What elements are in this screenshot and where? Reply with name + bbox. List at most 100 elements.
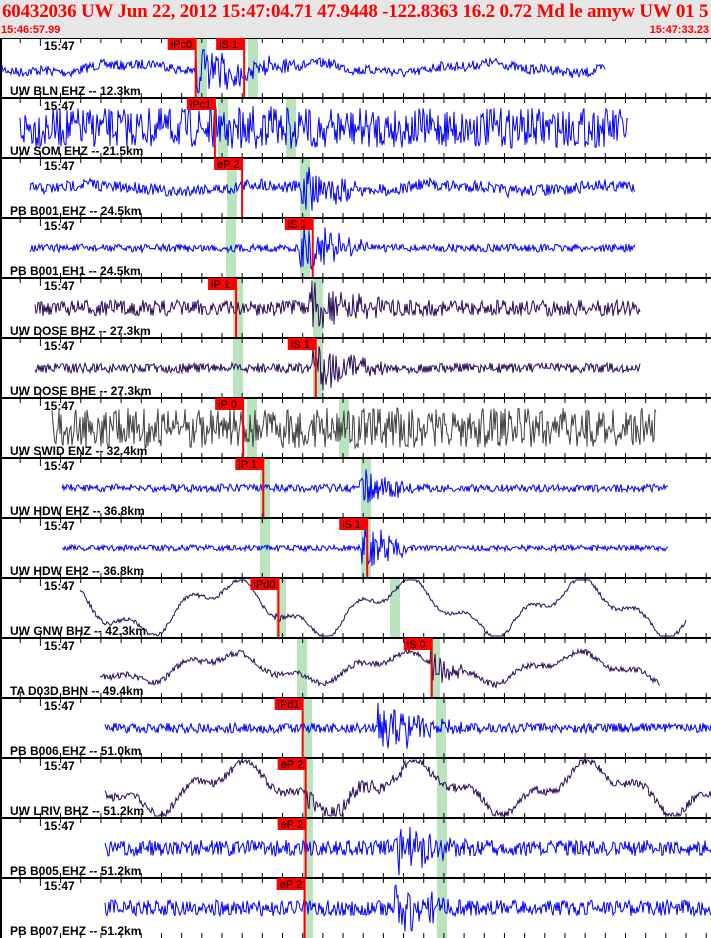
pick-label-box[interactable] — [274, 698, 303, 710]
pick-label: iPc1 — [190, 99, 211, 111]
end-time: 15:47:33.23 — [649, 24, 709, 36]
pick-label: iP 0 — [218, 399, 237, 411]
pick-window — [260, 518, 270, 578]
trace-row: 15:47 iPd1 PB B006 EHZ -- 51.0km — [0, 697, 711, 758]
minute-label: 15:47 — [44, 159, 75, 173]
pick-label-box[interactable] — [284, 218, 313, 230]
minute-label: 15:47 — [44, 699, 75, 713]
station-label: PB B005 EHZ -- 51.2km — [10, 864, 141, 878]
trace-row: 15:47 eP 2 PB B001 EHZ -- 24.5km — [0, 157, 711, 218]
pick-window — [233, 278, 243, 338]
pick-label: eP 2 — [281, 759, 303, 771]
minute-label: 15:47 — [44, 639, 75, 653]
station-label: TA D03D BHN -- 49.4km — [10, 684, 143, 698]
minute-label: 15:47 — [44, 759, 75, 773]
pick-window — [286, 98, 296, 158]
pick-label-box[interactable] — [250, 578, 279, 590]
pick-label: eP 2 — [217, 159, 239, 171]
pick-label: iS 1 — [288, 219, 307, 231]
pick-window — [247, 398, 257, 458]
station-label: PB B006 EHZ -- 51.0km — [10, 744, 141, 758]
station-label: PB B007 EHZ -- 51.2km — [10, 924, 141, 938]
waveform — [29, 167, 636, 211]
station-label: UW SWID ENZ -- 32.4km — [10, 444, 147, 458]
minute-label: 15:47 — [44, 279, 75, 293]
pick-label: iPd1 — [278, 699, 300, 711]
pick-label-box[interactable] — [287, 338, 316, 350]
pick-label: iS 1 — [291, 339, 310, 351]
pick-label-box[interactable] — [276, 878, 305, 890]
pick-label: iP 1 — [238, 459, 257, 471]
trace-row: 15:47 iPc1 UW SOM EHZ -- 21.5km — [0, 97, 711, 158]
trace-row: 15:47 iP 1 UW HDW EHZ -- 36.8km — [0, 457, 711, 518]
pick-label-box[interactable] — [208, 278, 237, 290]
station-label: UW LRIV BHZ -- 51.2km — [10, 804, 144, 818]
minute-label: 15:47 — [44, 459, 75, 473]
pick-window — [300, 218, 310, 278]
pick-label-box[interactable] — [277, 818, 306, 830]
waveform — [34, 346, 641, 391]
event-title: 60432036 UW Jun 22, 2012 15:47:04.71 47.… — [2, 1, 709, 22]
pick-label-box[interactable] — [403, 638, 432, 650]
pick-label-box[interactable] — [216, 38, 245, 50]
pick-label-box[interactable] — [215, 398, 244, 410]
trace-row: 15:47 iPd0 UW GNW BHZ -- 42.3km — [0, 577, 711, 638]
station-label: UW HDW EHZ -- 36.8km — [10, 504, 145, 518]
pick-window — [227, 158, 237, 218]
minute-label: 15:47 — [44, 879, 75, 893]
waveform — [51, 406, 657, 450]
pick-label: eP 2 — [281, 819, 303, 831]
station-label: PB B001 EHZ -- 24.5km — [10, 204, 141, 218]
waveform — [104, 702, 711, 749]
minute-label: 15:47 — [44, 819, 75, 833]
pick-window — [260, 458, 270, 518]
trace-row: 15:47 iP 0 UW SWID ENZ -- 32.4km — [0, 397, 711, 458]
trace-row: 15:47 iS 1 UW HDW EH2 -- 36.8km — [0, 517, 711, 578]
pick-window — [276, 578, 286, 638]
pick-label-box[interactable] — [214, 158, 243, 170]
trace-row: 15:47 iS 0 TA D03D BHN -- 49.4km — [0, 637, 711, 698]
waveform — [104, 884, 711, 932]
pick-label: iS 0 — [407, 639, 426, 651]
minute-label: 15:47 — [44, 579, 75, 593]
pick-label: iS 1 — [219, 39, 238, 51]
pick-label: iP 1 — [211, 279, 230, 291]
pick-label-box[interactable] — [235, 458, 264, 470]
pick-label: iPd0 — [253, 579, 275, 591]
trace-row: 15:47 eP 2 PB B007 EHZ -- 51.2km — [0, 877, 711, 938]
pick-window — [297, 638, 307, 698]
pick-label-box[interactable] — [186, 98, 215, 110]
pick-window — [361, 458, 371, 518]
pick-window — [437, 758, 447, 818]
waveform — [79, 578, 687, 638]
trace-row: 15:47 iS 1 PB B001 EH1 -- 24.5km — [0, 217, 711, 278]
start-time: 15:46:57.99 — [1, 24, 61, 36]
trace-row: 15:47 eP 2 UW LRIV BHZ -- 51.2km — [0, 757, 711, 818]
pick-window — [218, 98, 228, 158]
station-label: UW HDW EH2 -- 36.8km — [10, 564, 144, 578]
station-label: UW SOM EHZ -- 21.5km — [10, 144, 143, 158]
pick-window — [339, 398, 349, 458]
minute-label: 15:47 — [44, 39, 75, 53]
trace-row: 15:47 iS 1 UW DOSE BHE -- 27.3km — [0, 337, 711, 398]
pick-label-box[interactable] — [277, 758, 306, 770]
pick-label: eP 2 — [280, 879, 302, 891]
waveform — [104, 827, 711, 876]
pick-window — [430, 638, 440, 698]
pick-window — [248, 38, 258, 98]
minute-label: 15:47 — [44, 99, 75, 113]
waveform — [61, 469, 669, 503]
pick-window — [361, 518, 371, 578]
waveform — [0, 49, 606, 94]
event-header: 60432036 UW Jun 22, 2012 15:47:04.71 47.… — [0, 0, 711, 38]
waveform — [19, 102, 629, 149]
pick-label-box[interactable] — [339, 518, 368, 530]
minute-label: 15:47 — [44, 519, 75, 533]
pick-window — [390, 578, 400, 638]
pick-window — [303, 878, 313, 938]
station-label: PB B001 EH1 -- 24.5km — [10, 264, 141, 278]
minute-label: 15:47 — [44, 399, 75, 413]
waveform — [99, 642, 661, 690]
pick-label-box[interactable] — [167, 38, 196, 50]
minute-label: 15:47 — [44, 339, 75, 353]
